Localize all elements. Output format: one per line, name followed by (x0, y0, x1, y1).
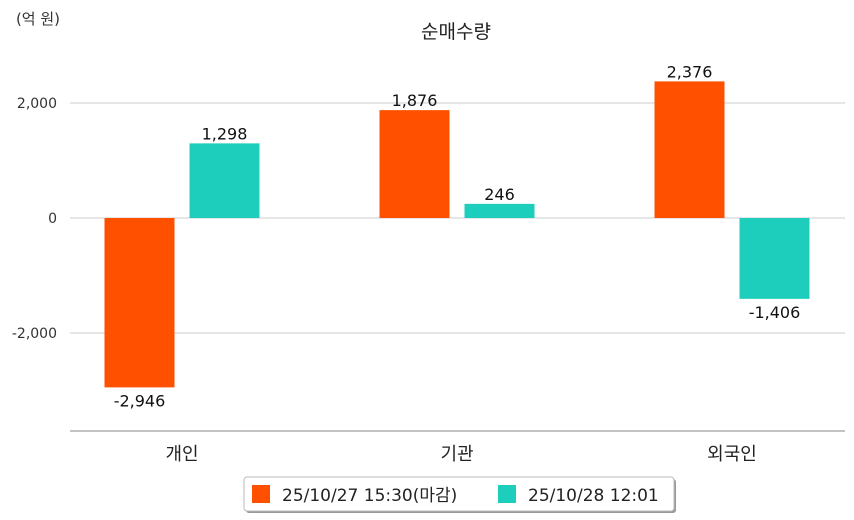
bar-1-0[interactable] (189, 143, 260, 218)
y-tick-label: -2,000 (12, 326, 57, 342)
data-label: -2,946 (114, 391, 166, 410)
chart-title: 순매수량 (421, 21, 491, 43)
data-label: 2,376 (667, 62, 713, 81)
legend-item-label[interactable]: 25/10/27 15:30(마감) (282, 486, 457, 506)
bar-1-2[interactable] (739, 218, 810, 299)
y-tick-label: 2,000 (17, 96, 57, 112)
data-label: 246 (484, 185, 515, 204)
legend-swatch (252, 485, 270, 503)
unit-label: (억 원) (16, 10, 60, 28)
legend-swatch (498, 485, 516, 503)
bar-0-0[interactable] (104, 218, 175, 388)
legend: 25/10/27 15:30(마감) 25/10/28 12:01 (243, 476, 676, 513)
x-tick-label: 개인 (165, 444, 198, 465)
bar-0-2[interactable] (654, 81, 725, 218)
x-tick-label: 외국인 (707, 444, 757, 465)
x-tick-label: 기관 (440, 444, 473, 465)
data-label: 1,876 (392, 91, 438, 110)
data-label: -1,406 (749, 303, 801, 322)
y-tick-label: 0 (48, 211, 57, 227)
bar-0-1[interactable] (379, 110, 450, 218)
data-label: 1,298 (202, 124, 248, 143)
legend-item-label[interactable]: 25/10/28 12:01 (528, 486, 659, 506)
bar-1-1[interactable] (464, 203, 535, 218)
